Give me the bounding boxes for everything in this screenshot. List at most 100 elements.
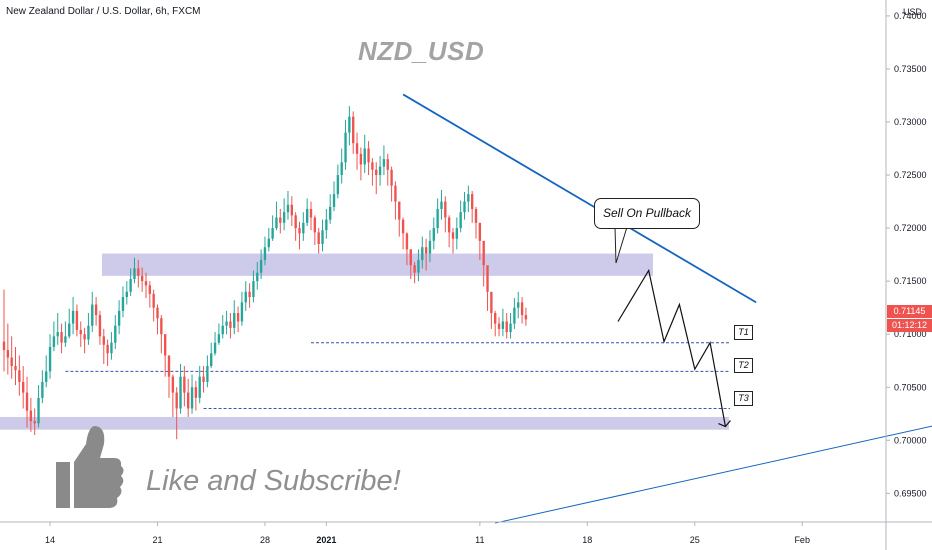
candle-body [45, 371, 48, 382]
candle-body [60, 332, 63, 343]
currency-label: USD [902, 7, 922, 17]
candle-body [14, 366, 17, 371]
chart-title: NZD_USD [358, 36, 485, 66]
time-tick-label: Feb [794, 535, 810, 545]
candle-body [252, 281, 255, 298]
candle-body [267, 238, 270, 248]
time-axis[interactable]: 14 21 28 2021 11 18 25 Feb [0, 521, 932, 545]
price-tick-label: 0.70000 [894, 435, 927, 445]
candle-body [152, 293, 155, 308]
support-zone [0, 416, 729, 430]
candle-body [305, 209, 309, 223]
candle-body [367, 148, 370, 163]
candle-body [117, 310, 121, 326]
candle-body [52, 336, 56, 347]
price-tick-label: 0.71500 [894, 276, 927, 286]
candle-body [302, 222, 305, 234]
time-tick-label: 28 [260, 535, 270, 545]
candle-body [486, 265, 489, 292]
candle-body [225, 321, 228, 326]
candle-body [478, 222, 482, 241]
price-tick-label: 0.73000 [894, 117, 927, 127]
thumbs-up-icon [56, 426, 124, 508]
candle-body [428, 240, 432, 254]
candle-body [375, 169, 378, 176]
candle-body [244, 291, 247, 303]
time-tick-label: 2021 [316, 535, 336, 545]
candle-body [463, 201, 466, 213]
candle-body [405, 233, 409, 250]
candle-body [359, 153, 363, 165]
candle-body [517, 302, 520, 308]
candle-body [505, 321, 508, 333]
price-tick-label: 0.74000 [894, 11, 927, 21]
price-axis[interactable]: 0.74000 0.73500 0.73000 0.72500 0.72000 0.715… [885, 0, 927, 550]
candle-body [71, 310, 75, 324]
candle-body [328, 206, 332, 220]
candle-body [294, 215, 297, 229]
candle-body [175, 392, 178, 409]
candle-body [233, 312, 236, 328]
thumb-cuff [56, 462, 70, 508]
candle-body [217, 334, 221, 343]
candle-body [509, 323, 512, 333]
candle-body [190, 387, 194, 409]
candle-body [198, 376, 201, 398]
candle-body [459, 212, 462, 229]
price-tick-label: 0.72500 [894, 170, 927, 180]
candle-body [79, 329, 82, 335]
candle-body [336, 175, 340, 195]
candle-body [363, 148, 366, 165]
candle-body [144, 281, 148, 286]
candle-body [520, 302, 524, 316]
candle-body [148, 285, 152, 294]
candle-body [455, 228, 459, 239]
candle-body [325, 219, 328, 231]
price-zones [0, 253, 729, 430]
candle-body [394, 185, 397, 202]
candle-body [98, 315, 102, 337]
candle-body [2, 341, 6, 351]
candle-body [129, 279, 132, 292]
candle-body [386, 159, 389, 170]
candle-body [167, 355, 171, 377]
target-label-t3: T3 [734, 391, 753, 406]
time-tick-label: 21 [152, 535, 162, 545]
candle-body [421, 247, 424, 260]
candle-body [340, 162, 343, 176]
candle-body [75, 310, 79, 330]
candle-body [444, 201, 447, 218]
candle-body [497, 323, 501, 329]
candle-body [490, 291, 493, 313]
candle-body [482, 240, 485, 266]
time-tick-label: 14 [45, 535, 55, 545]
candle-body [494, 312, 497, 324]
candle-body [133, 268, 136, 280]
candle-body [501, 321, 505, 329]
thumb-hand [74, 426, 124, 508]
candle-body [390, 169, 393, 186]
candle-body [513, 307, 516, 324]
candle-body [524, 315, 528, 320]
candle-body [48, 346, 52, 372]
candle-body [140, 275, 144, 282]
resistance-zone [102, 253, 653, 276]
bar-countdown-badge: 01:12:12 [887, 319, 932, 332]
candle-body [194, 387, 198, 398]
candle-body [210, 353, 213, 367]
time-tick-label: 11 [475, 535, 484, 545]
candle-body [125, 291, 128, 298]
candle-body [114, 325, 117, 343]
price-tick-label: 0.70500 [894, 382, 927, 392]
candle-body [309, 209, 313, 218]
candlestick-series[interactable] [2, 106, 528, 440]
target-label-t2: T2 [734, 358, 753, 373]
candle-body [332, 194, 336, 207]
candle-body [317, 232, 320, 245]
trendlines[interactable] [402, 93, 932, 524]
candle-body [470, 194, 474, 210]
candle-body [290, 204, 294, 216]
candle-body [447, 217, 451, 233]
price-tick-label: 0.72000 [894, 223, 927, 233]
